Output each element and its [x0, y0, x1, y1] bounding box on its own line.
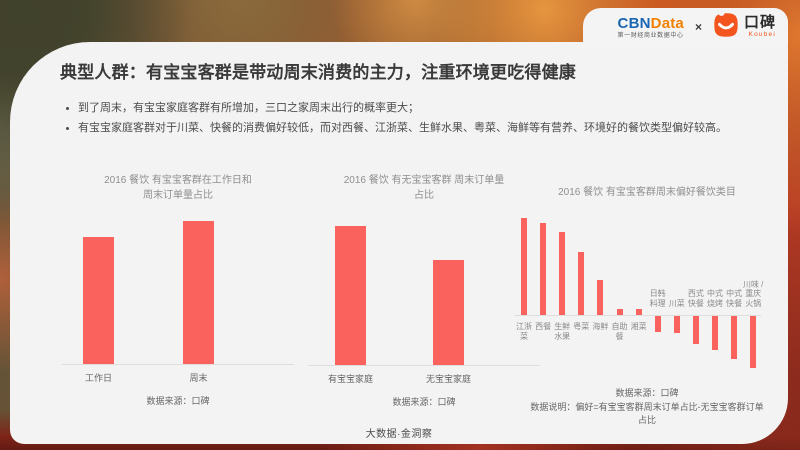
- axis-label: 工作日: [84, 373, 113, 383]
- bar-海鲜: [597, 280, 604, 315]
- chart-plot-area: [62, 217, 294, 365]
- koubei-en-text: Koubei: [748, 31, 776, 39]
- bar-无宝宝家庭: [433, 260, 464, 365]
- bar-川味/重庆火锅: [750, 316, 757, 368]
- category-label: 粤菜: [573, 322, 590, 331]
- bar-工作日: [83, 237, 114, 364]
- koubei-cn-text: 口碑: [743, 14, 776, 32]
- bar-日韩料理: [654, 316, 661, 332]
- bar-江浙菜: [521, 218, 527, 315]
- cbndata-subtitle: 第一财经商业数据中心: [617, 32, 684, 39]
- category-label: 中式 快餐: [726, 289, 743, 308]
- collab-x-separator: ×: [694, 20, 702, 34]
- slide-footer: 大数据·金洞察: [365, 429, 433, 440]
- category-label: 川味 / 重庆 火锅: [742, 279, 764, 308]
- bar-生鲜水果: [559, 232, 566, 315]
- data-explanation-note: 数据说明：偏好=有宝宝客群周末订单占比-无宝宝客群订单占比: [530, 402, 764, 426]
- category-label: 江浙 菜: [516, 322, 532, 341]
- category-label: 海鲜: [592, 322, 609, 331]
- bar-有宝宝家庭: [335, 226, 366, 365]
- category-label: 自助 餐: [611, 322, 628, 341]
- chart-title: 2016 餐饮 有宝宝客群在工作日和周末订单量占比: [104, 175, 252, 201]
- bar-湘菜: [635, 309, 642, 315]
- chart-title: 2016 餐饮 有无宝宝客群 周末订单量占比: [343, 175, 505, 201]
- koubei-logo: 口碑 Koubei: [713, 8, 776, 43]
- x-axis-labels: 工作日 周末: [62, 371, 294, 385]
- category-label: 西餐: [535, 322, 552, 331]
- chart-workday-weekend: 2016 餐饮 有宝宝客群在工作日和周末订单量占比 工作日 周末 数据来源：口碑: [62, 173, 294, 407]
- chart-baby-vs-nobaby: 2016 餐饮 有无宝宝客群 周末订单量占比 有宝宝家庭 无宝宝家庭 数据来源：口…: [308, 173, 540, 408]
- axis-label: 无宝宝家庭: [425, 374, 472, 384]
- bar-中式烧烤: [712, 316, 718, 350]
- bar-中式快餐: [731, 316, 738, 359]
- cbndata-logo: CBNData 第一财经商业数据中心: [618, 16, 684, 39]
- bar-西餐: [540, 223, 547, 315]
- bar-自助餐: [616, 309, 623, 315]
- bullet-list: 到了周末，有宝宝家庭客群有所增加，三口之家周末出行的概率更大； 有宝宝家庭客群对…: [62, 100, 750, 140]
- data-text: Data: [650, 14, 684, 32]
- page-title: 典型人群：有宝宝客群是带动周末消费的主力，注重环境更吃得健康: [60, 63, 576, 82]
- cbn-text: CBN: [617, 14, 651, 32]
- bar-川菜: [673, 316, 680, 333]
- source-note: 数据来源：口碑: [615, 388, 679, 398]
- bullet-item: 有宝宝家庭客群对于川菜、快餐的消费偏好较低，而对西餐、江浙菜、生鲜水果、粤菜、海…: [78, 120, 750, 137]
- bar-周末: [183, 221, 214, 364]
- category-label: 川菜: [668, 298, 685, 308]
- category-label: 中式 烧烤: [707, 289, 723, 308]
- category-label: 日韩 料理: [649, 289, 666, 308]
- cbndata-wordmark: CBNData: [618, 16, 684, 31]
- chart-title: 2016 餐饮 有宝宝客群周末偏好餐饮类目: [558, 187, 736, 198]
- source-note: 数据来源：口碑: [146, 396, 210, 406]
- chart-plot-area: [308, 217, 540, 366]
- axis-label: 有宝宝家庭: [327, 374, 374, 384]
- zero-axis-line: [515, 315, 761, 316]
- chart-category-preference: 2016 餐饮 有宝宝客群周末偏好餐饮类目 江浙 菜西餐 生鲜 水果 粤菜 海鲜 自助 …: [515, 185, 779, 427]
- category-label: 西式 快餐: [687, 289, 704, 308]
- bar-粤菜: [578, 252, 585, 315]
- source-note: 数据来源：口碑: [392, 397, 456, 407]
- header-logo-bar: CBNData 第一财经商业数据中心 × 口碑 Koubei: [583, 8, 788, 46]
- koubei-wordmark: 口碑 Koubei: [744, 15, 776, 39]
- x-axis-labels: 有宝宝家庭 无宝宝家庭: [308, 372, 540, 386]
- koubei-smile-icon: [713, 8, 739, 43]
- category-label: 生鲜 水果: [554, 322, 571, 341]
- chart-plot-area: 江浙 菜西餐 生鲜 水果 粤菜 海鲜 自助 餐湘菜 日韩 料理 川菜 西式 快餐 中式 烧烤 中式…: [515, 210, 779, 382]
- slide-card: 典型人群：有宝宝客群是带动周末消费的主力，注重环境更吃得健康 到了周末，有宝宝家…: [10, 42, 788, 444]
- bar-西式快餐: [692, 316, 699, 344]
- axis-label: 周末: [189, 373, 208, 383]
- bullet-item: 到了周末，有宝宝家庭客群有所增加，三口之家周末出行的概率更大；: [78, 100, 750, 117]
- category-label: 湘菜: [630, 322, 647, 331]
